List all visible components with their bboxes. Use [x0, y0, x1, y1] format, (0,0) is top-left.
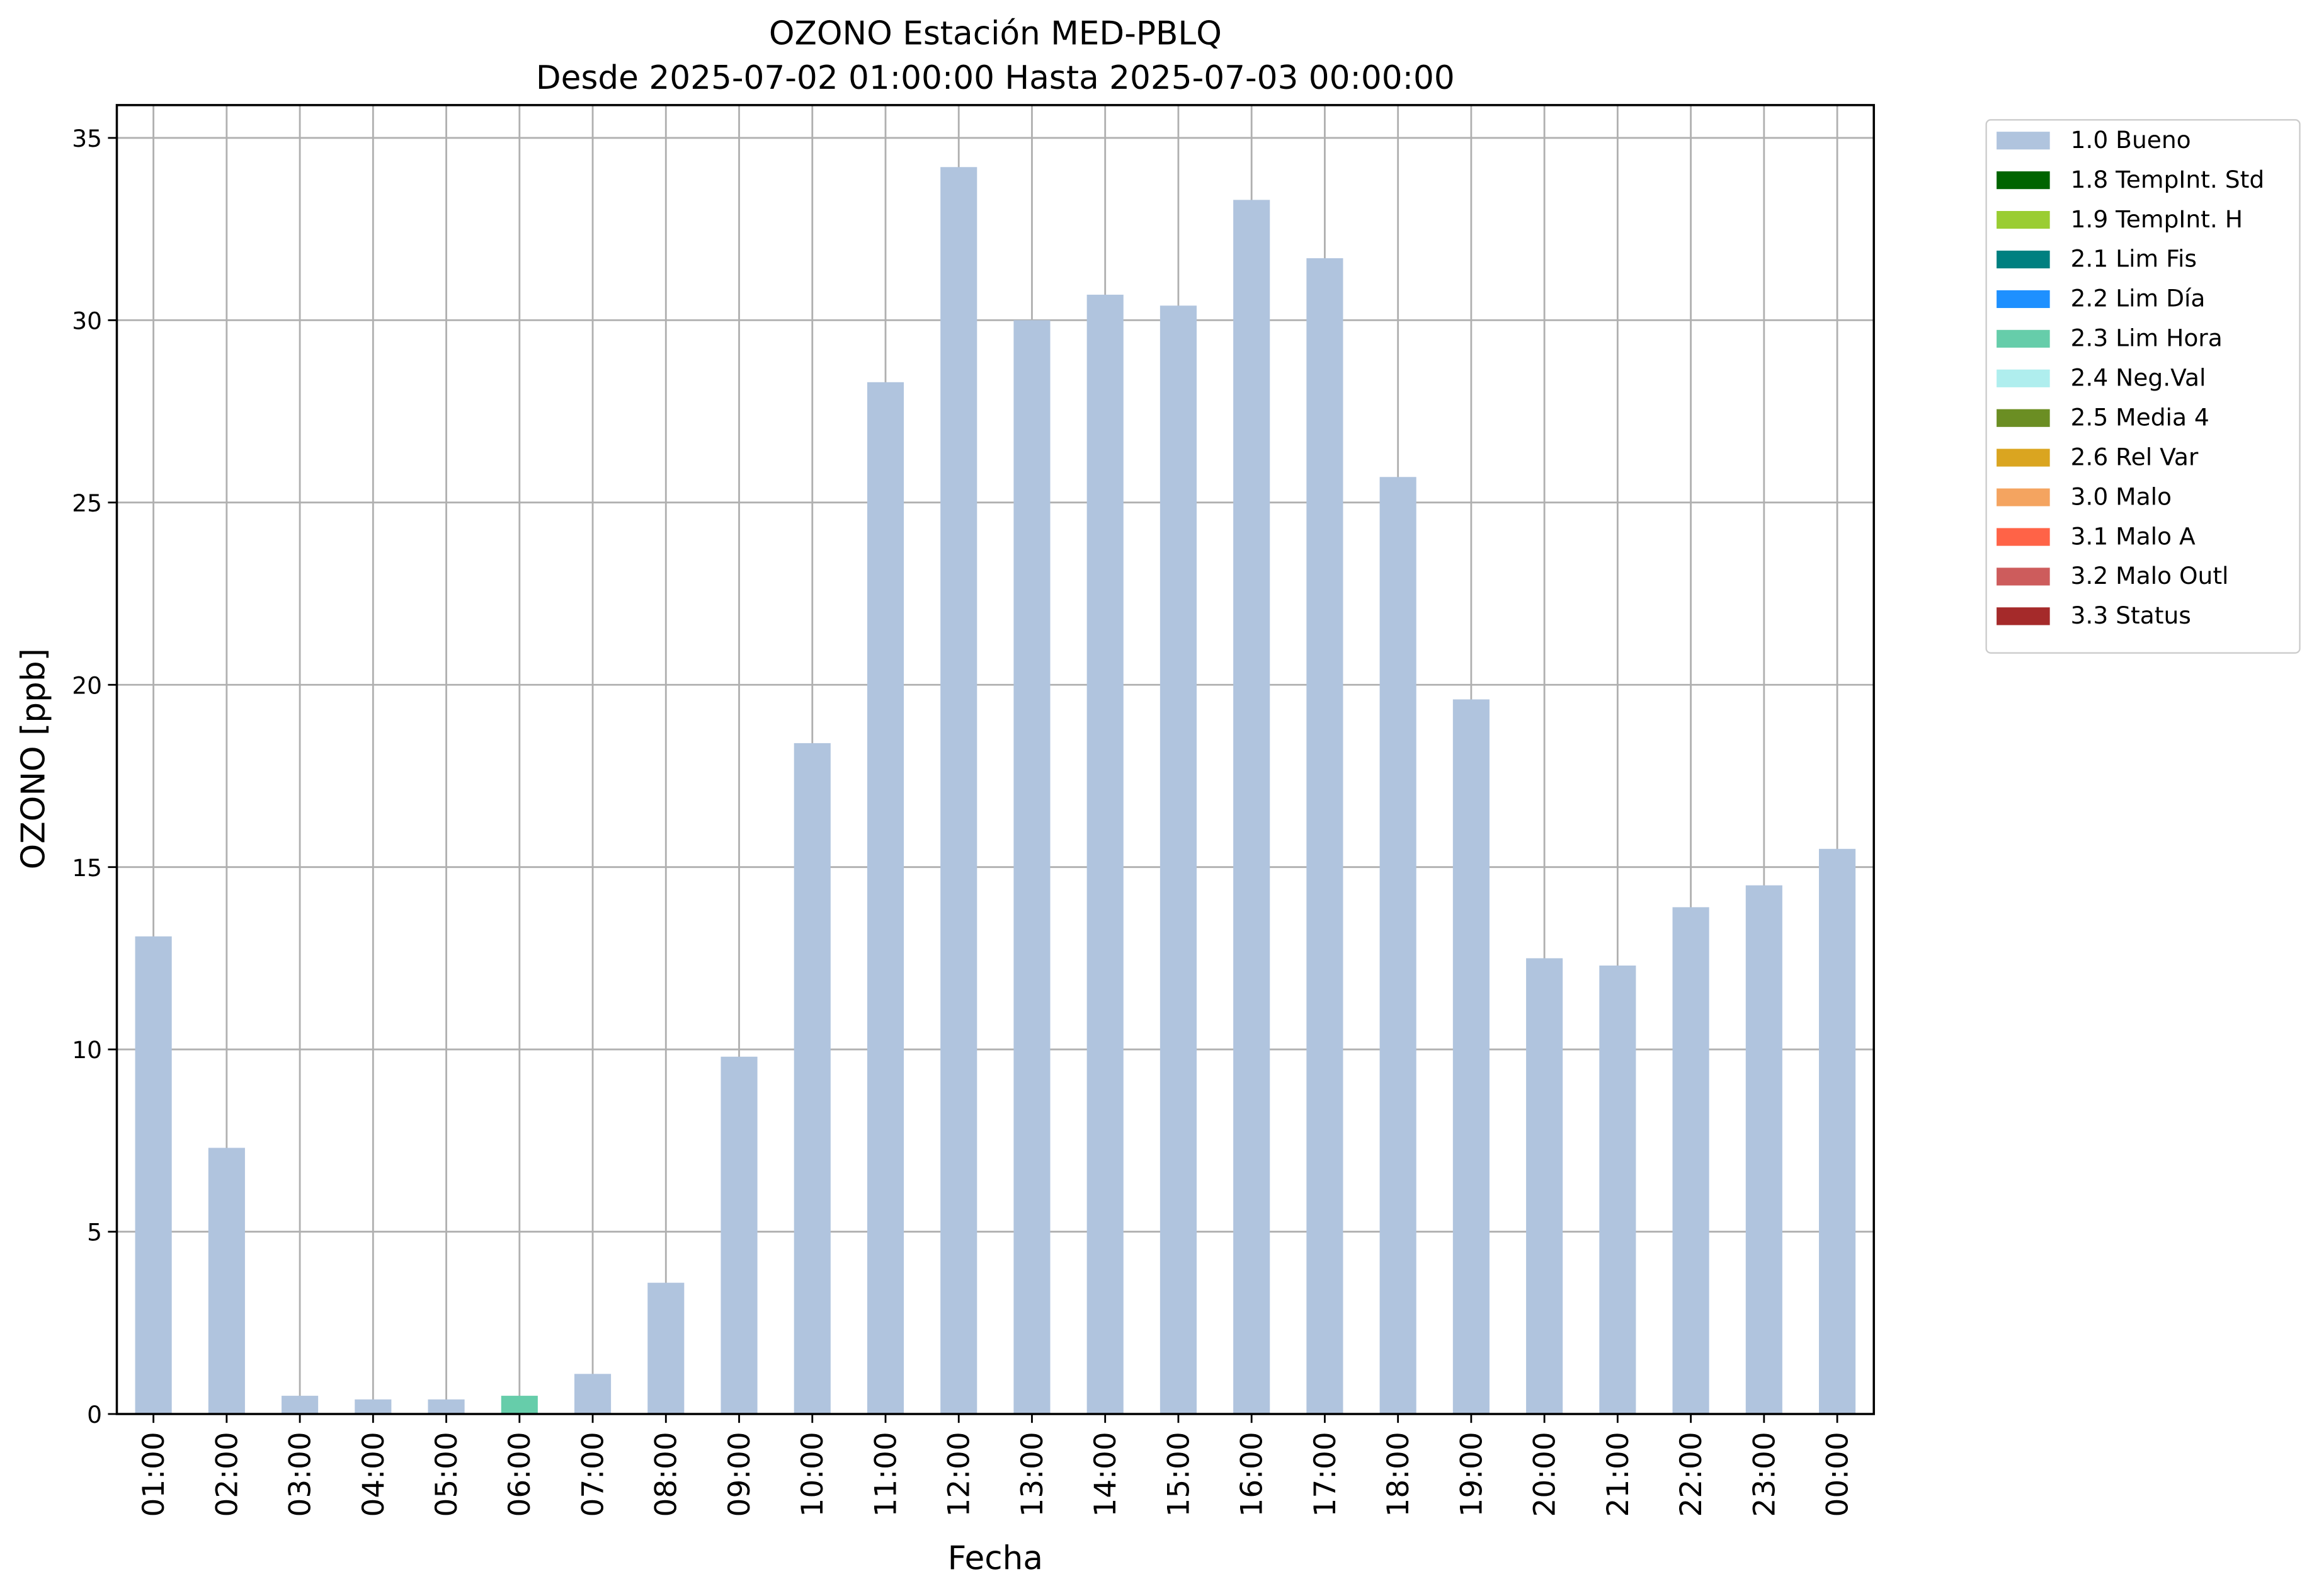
- bar: [1379, 477, 1416, 1415]
- legend-swatch: [1997, 329, 2050, 348]
- x-tick-label: 03:00: [283, 1432, 318, 1517]
- bar: [428, 1399, 465, 1415]
- x-tick-label: 16:00: [1235, 1432, 1270, 1517]
- x-tick-label: 17:00: [1308, 1432, 1343, 1517]
- bar: [1819, 848, 1856, 1415]
- legend-label: 2.5 Media 4: [2071, 403, 2209, 431]
- plot-frame: [115, 104, 1875, 1415]
- legend-label: 1.9 TempInt. H: [2071, 205, 2243, 233]
- legend-swatch: [1997, 528, 2050, 546]
- legend-label: 2.2 Lim Día: [2071, 285, 2206, 312]
- y-tick-label: 10: [72, 1036, 102, 1064]
- y-tick-label: 15: [72, 854, 102, 882]
- legend-label: 2.1 Lim Fis: [2071, 245, 2197, 273]
- bar: [1745, 885, 1782, 1415]
- x-tick-label: 13:00: [1015, 1432, 1050, 1517]
- bar: [1086, 294, 1124, 1415]
- legend-label: 3.2 Malo Outl: [2071, 562, 2229, 590]
- bar: [1233, 200, 1270, 1415]
- x-tick-label: 04:00: [356, 1432, 391, 1517]
- y-tick-label: 5: [87, 1219, 102, 1246]
- legend-swatch: [1997, 132, 2050, 150]
- bar: [501, 1396, 538, 1415]
- x-tick-label: 01:00: [137, 1432, 171, 1517]
- legend-swatch: [1997, 409, 2050, 427]
- chart-subtitle: Desde 2025-07-02 01:00:00 Hasta 2025-07-…: [536, 59, 1455, 97]
- x-tick-label: 23:00: [1747, 1432, 1782, 1517]
- legend-label: 2.3 Lim Hora: [2071, 324, 2223, 352]
- bar: [1672, 907, 1709, 1415]
- bar: [1599, 966, 1636, 1415]
- bar: [647, 1282, 685, 1415]
- legend-swatch: [1997, 567, 2050, 586]
- legend-box: [1985, 119, 2301, 654]
- x-tick-label: 19:00: [1454, 1432, 1489, 1517]
- bar: [1452, 699, 1490, 1415]
- x-tick-label: 05:00: [430, 1432, 464, 1517]
- legend-swatch: [1997, 488, 2050, 506]
- x-tick-label: 11:00: [869, 1432, 903, 1517]
- bar: [867, 382, 904, 1415]
- bar: [208, 1148, 245, 1415]
- legend-swatch: [1997, 250, 2050, 269]
- x-tick-label: 20:00: [1528, 1432, 1563, 1517]
- legend-swatch: [1997, 290, 2050, 309]
- bar: [721, 1056, 758, 1415]
- x-tick-label: 07:00: [576, 1432, 610, 1517]
- legend-swatch: [1997, 607, 2050, 625]
- bar: [355, 1399, 392, 1415]
- bar: [574, 1374, 612, 1415]
- bar: [1306, 258, 1343, 1415]
- legend-swatch: [1997, 448, 2050, 467]
- x-tick-label: 15:00: [1161, 1432, 1196, 1517]
- x-tick-label: 14:00: [1088, 1432, 1123, 1517]
- x-tick-label: 22:00: [1674, 1432, 1709, 1517]
- bar: [1160, 305, 1197, 1415]
- bar: [940, 167, 977, 1415]
- x-tick-label: 09:00: [722, 1432, 757, 1517]
- legend-label: 2.6 Rel Var: [2071, 443, 2199, 470]
- x-tick-label: 18:00: [1381, 1432, 1416, 1517]
- legend-label: 3.0 Malo: [2071, 482, 2172, 510]
- legend-label: 2.4 Neg.Val: [2071, 364, 2206, 392]
- legend-label: 1.8 TempInt. Std: [2071, 166, 2265, 193]
- x-tick-label: 10:00: [795, 1432, 830, 1517]
- bar: [282, 1396, 319, 1415]
- bar: [1526, 958, 1563, 1415]
- y-tick-label: 20: [72, 671, 102, 699]
- legend-label: 3.1 Malo A: [2071, 522, 2196, 550]
- legend-label: 1.0 Bueno: [2071, 126, 2191, 154]
- legend-swatch: [1997, 210, 2050, 229]
- y-tick-label: 25: [72, 489, 102, 517]
- y-tick-label: 35: [72, 125, 102, 152]
- x-tick-label: 12:00: [942, 1432, 977, 1517]
- y-tick-label: 0: [87, 1401, 102, 1428]
- x-tick-label: 21:00: [1601, 1432, 1636, 1517]
- x-tick-label: 00:00: [1821, 1432, 1855, 1517]
- legend-label: 3.3 Status: [2071, 601, 2191, 629]
- x-axis-label: Fecha: [948, 1540, 1043, 1578]
- y-axis-label: OZONO [ppb]: [14, 648, 52, 869]
- bar: [1013, 320, 1051, 1415]
- bar: [794, 743, 831, 1415]
- y-tick-label: 30: [72, 307, 102, 334]
- legend-swatch: [1997, 369, 2050, 387]
- legend-swatch: [1997, 171, 2050, 190]
- x-tick-label: 06:00: [503, 1432, 537, 1517]
- x-tick-label: 02:00: [210, 1432, 244, 1517]
- chart-title: OZONO Estación MED-PBLQ: [769, 15, 1222, 53]
- bar: [135, 936, 172, 1415]
- x-tick-label: 08:00: [649, 1432, 684, 1517]
